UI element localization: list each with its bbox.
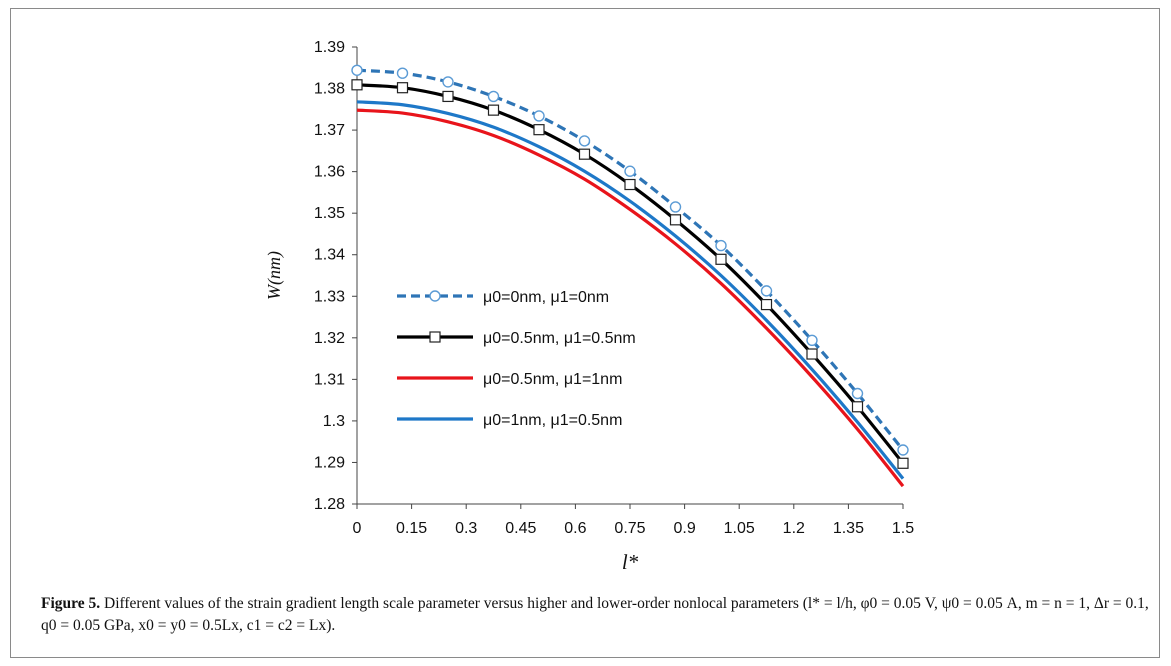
data-point-square [806, 348, 818, 360]
data-point-circle [760, 285, 773, 297]
data-point-square [533, 124, 545, 136]
data-point-square [487, 104, 500, 116]
data-point-circle [806, 334, 818, 347]
data-point-square [715, 253, 727, 265]
figure-frame: 1.28 1.29 1.3 1.31 1.32 1.33 1.34 1.35 1.36 1.37 1… [10, 8, 1160, 658]
data-point-circle [487, 90, 500, 103]
legend-label: μ0=0.5nm, μ1=1nm [483, 371, 622, 388]
series-line-2 [356, 108, 905, 488]
data-point-circle [715, 239, 727, 252]
data-point-square [396, 82, 409, 94]
y-tick-label: 1.36 [314, 164, 345, 181]
data-point-square [351, 79, 363, 91]
x-tick-label: 0.3 [455, 520, 477, 537]
legend-marker-square [429, 331, 441, 343]
data-point-circle [851, 387, 864, 400]
data-point-circle [351, 64, 363, 76]
y-axis-title: W(nm) [264, 251, 285, 300]
y-tick-label: 1.33 [314, 288, 345, 305]
data-point-circle [897, 444, 909, 456]
data-point-circle [533, 110, 545, 122]
y-tick-label: 1.28 [314, 496, 345, 513]
x-tick-label: 0.75 [614, 520, 645, 537]
x-tick-label: 0.45 [505, 520, 536, 537]
y-tick-label: 1.37 [314, 122, 345, 139]
legend-label: μ0=0.5nm, μ1=0.5nm [483, 330, 636, 347]
x-tick-label: 1.2 [783, 520, 805, 537]
data-point-square [578, 148, 591, 160]
caption-text: Different values of the strain gradient … [41, 595, 1149, 634]
data-point-square [760, 298, 773, 311]
x-tick-label: 0.15 [396, 520, 427, 537]
x-tick-label: 1.5 [892, 520, 914, 537]
data-point-circle [669, 201, 682, 213]
data-point-square [624, 178, 636, 191]
y-tick-label: 1.39 [314, 39, 345, 56]
series-line-0 [356, 68, 905, 451]
series-line-3 [356, 100, 905, 480]
legend-label: μ0=1nm, μ1=0.5nm [483, 412, 622, 429]
x-tick-label: 0.9 [673, 520, 695, 537]
y-tick-label: 1.35 [314, 205, 345, 222]
y-tick-label: 1.3 [323, 413, 345, 430]
x-tick-label: 1.35 [833, 520, 864, 537]
x-tick-label: 0 [353, 520, 362, 537]
y-tick-label: 1.31 [314, 371, 345, 388]
data-point-square [897, 457, 909, 469]
data-point-circle [442, 76, 454, 88]
data-point-circle [624, 165, 636, 177]
x-axis-title: l* [622, 550, 639, 574]
data-point-square [669, 214, 682, 226]
caption-label: Figure 5. [41, 595, 101, 612]
legend-label: μ0=0nm, μ1=0nm [483, 289, 609, 306]
y-tick-label: 1.38 [314, 81, 345, 98]
y-tick-label: 1.32 [314, 330, 345, 347]
y-tick-label: 1.29 [314, 454, 345, 471]
data-point-square [851, 401, 864, 413]
data-point-square [442, 90, 454, 103]
legend-marker-circle [429, 290, 441, 302]
y-tick-label: 1.34 [314, 247, 345, 264]
data-point-circle [396, 67, 409, 79]
figure-caption: Figure 5. Different values of the strain… [41, 593, 1156, 637]
data-point-circle [578, 135, 591, 147]
x-tick-label: 0.6 [564, 520, 586, 537]
x-tick-label: 1.05 [724, 520, 755, 537]
series-line-1 [356, 83, 905, 465]
line-chart: 1.28 1.29 1.3 1.31 1.32 1.33 1.34 1.35 1.36 1.37 1… [264, 39, 914, 574]
